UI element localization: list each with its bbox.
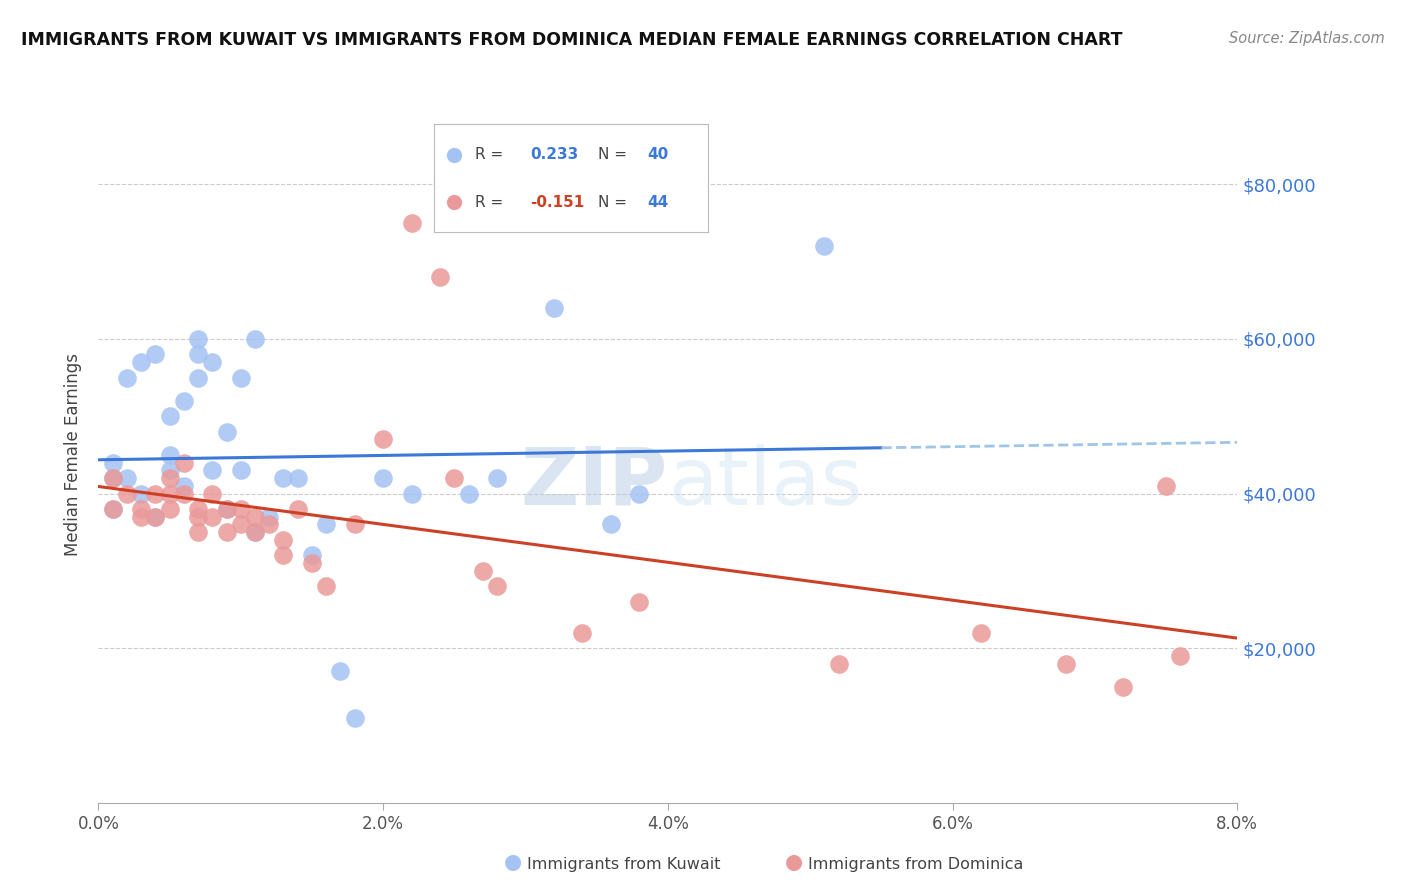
Point [159,486,181,500]
Text: Immigrants from Kuwait: Immigrants from Kuwait [527,857,721,872]
Point [187,525,209,540]
Point [301,549,323,563]
Point [101,471,124,485]
Point [273,533,295,547]
Point [187,370,209,384]
Text: ●: ● [786,853,803,872]
Point [187,347,209,361]
Point [401,486,423,500]
Point [159,463,181,477]
Point [628,595,651,609]
Point [101,502,124,516]
Point [287,471,309,485]
Text: ●: ● [505,853,522,872]
Point [443,471,465,485]
Point [115,486,138,500]
Point [343,711,366,725]
Point [229,502,252,516]
Point [187,509,209,524]
Point [101,456,124,470]
Point [201,486,224,500]
Point [215,425,238,439]
Point [259,509,281,524]
Point [173,486,195,500]
Point [1056,657,1078,671]
Point [600,517,623,532]
Point [813,239,835,253]
Point [329,665,352,679]
Point [229,370,252,384]
Y-axis label: Median Female Earnings: Median Female Earnings [65,353,83,557]
Point [243,509,266,524]
Point [287,502,309,516]
Point [201,509,224,524]
Point [145,486,167,500]
Point [201,463,224,477]
Point [187,332,209,346]
Point [273,549,295,563]
Point [457,486,479,500]
Point [129,486,152,500]
Text: ZIP: ZIP [520,443,668,522]
Point [215,502,238,516]
Point [259,517,281,532]
Point [970,625,993,640]
Point [471,564,494,578]
Point [315,517,337,532]
Point [229,517,252,532]
Point [115,471,138,485]
Point [215,502,238,516]
Point [145,347,167,361]
Point [371,471,394,485]
Point [173,393,195,408]
Text: Immigrants from Dominica: Immigrants from Dominica [808,857,1024,872]
Point [486,579,509,593]
Point [401,216,423,230]
Point [129,502,152,516]
Point [173,479,195,493]
Point [145,509,167,524]
Point [1154,479,1177,493]
Point [1170,648,1192,663]
Point [429,270,451,285]
Point [243,525,266,540]
Text: IMMIGRANTS FROM KUWAIT VS IMMIGRANTS FROM DOMINICA MEDIAN FEMALE EARNINGS CORREL: IMMIGRANTS FROM KUWAIT VS IMMIGRANTS FRO… [21,31,1122,49]
Point [129,509,152,524]
Point [115,370,138,384]
Point [243,525,266,540]
Point [215,525,238,540]
Point [159,448,181,462]
Point [571,625,593,640]
Point [173,456,195,470]
Point [1112,680,1135,694]
Point [159,471,181,485]
Point [159,502,181,516]
Point [315,579,337,593]
Point [628,486,651,500]
Point [828,657,851,671]
Point [101,471,124,485]
Point [229,463,252,477]
Point [187,502,209,516]
Point [301,556,323,570]
Point [159,409,181,424]
Point [486,471,509,485]
Text: atlas: atlas [668,443,862,522]
Point [273,471,295,485]
Text: Source: ZipAtlas.com: Source: ZipAtlas.com [1229,31,1385,46]
Point [129,355,152,369]
Point [371,433,394,447]
Point [543,301,565,315]
Point [101,502,124,516]
Point [243,332,266,346]
Point [145,509,167,524]
Point [201,355,224,369]
Point [343,517,366,532]
